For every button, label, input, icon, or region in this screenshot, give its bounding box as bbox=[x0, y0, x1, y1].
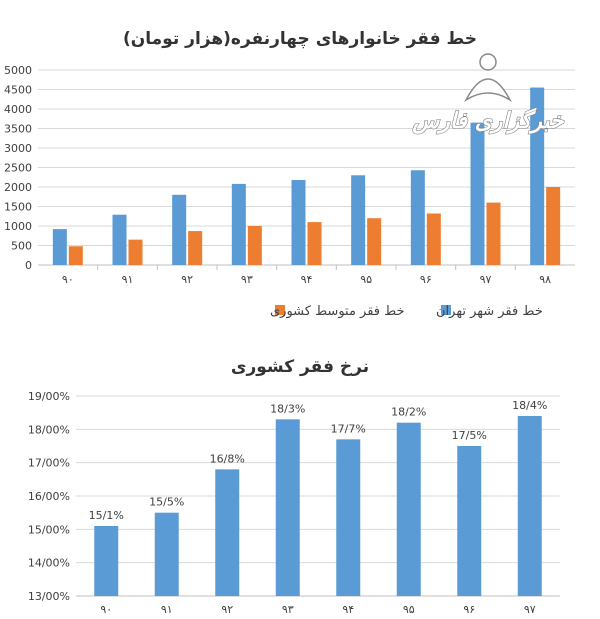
chart-1-bar-series-1 bbox=[291, 179, 306, 265]
chart-2-plot: 13/00% 14/00% 15/00% 16/00% 17/00% 18/00% 19/0… bbox=[28, 390, 560, 616]
chart-1-ytick-label: 3000 bbox=[4, 142, 32, 155]
chart-1-xtick-label: ۹۵ bbox=[360, 273, 372, 286]
chart-2-xtick-label: ۹۶ bbox=[463, 603, 475, 616]
chart-1-bar-series-2 bbox=[486, 202, 501, 265]
chart-2-data-label: 17/7% bbox=[331, 422, 366, 435]
chart-1-xtick-label: ۹۲ bbox=[181, 273, 193, 286]
chart-1-title: خط فقر خانوارهای چهارنفره(هزار تومان) bbox=[123, 29, 477, 49]
chart-2-data-label: 18/3% bbox=[270, 402, 305, 415]
chart-2-bar bbox=[215, 469, 240, 596]
chart-1-xtick-label: ۹۰ bbox=[62, 273, 74, 286]
chart-1-ytick-label: 1000 bbox=[4, 220, 32, 233]
chart-2-title: نرخ فقر کشوری bbox=[231, 357, 369, 377]
chart-1-xtick-label: ۹۳ bbox=[241, 273, 253, 286]
chart-1-bar-series-2 bbox=[188, 231, 203, 265]
chart-1-bar-series-2 bbox=[307, 222, 322, 265]
chart-2-ytick-label: 19/00% bbox=[28, 390, 70, 403]
chart-2-xtick-label: ۹۱ bbox=[161, 603, 173, 616]
chart-2-xtick-label: ۹۷ bbox=[524, 603, 536, 616]
chart-1-xtick-label: ۹۶ bbox=[420, 273, 432, 286]
chart-2-bar bbox=[396, 422, 421, 596]
chart-2-data-label: 18/2% bbox=[391, 406, 426, 419]
chart-1-bar-series-1 bbox=[530, 87, 545, 265]
chart-1-ytick-label: 2500 bbox=[4, 162, 32, 175]
chart-1-bar-series-1 bbox=[351, 175, 366, 265]
chart-1-ytick-label: 5000 bbox=[4, 64, 32, 77]
chart-1-ytick-label: 500 bbox=[11, 240, 32, 253]
chart-1-bar-series-1 bbox=[231, 183, 246, 265]
chart-2-bar bbox=[154, 512, 179, 596]
chart-1-plot: 0 500 1000 1500 2000 2500 3000 3500 4000 4500 5000… bbox=[4, 64, 575, 286]
chart-2-bar bbox=[94, 526, 119, 596]
chart-2-xtick-label: ۹۳ bbox=[282, 603, 294, 616]
chart-1-legend-swatch-1 bbox=[441, 305, 451, 315]
chart-1-legend-label-2: خط فقر متوسط کشوری bbox=[270, 304, 405, 319]
chart-1-xtick-label: ۹۷ bbox=[480, 273, 492, 286]
chart-1-legend-label-1: خط فقر شهر تهران bbox=[436, 304, 543, 319]
chart-1-ytick-label: 2000 bbox=[4, 181, 32, 194]
chart-2-bar bbox=[275, 419, 300, 596]
chart-1-xtick-label: ۹۱ bbox=[122, 273, 134, 286]
chart-1-ytick-label: 3500 bbox=[4, 123, 32, 136]
chart-1-ytick-label: 0 bbox=[25, 259, 32, 272]
chart-1-bar-series-1 bbox=[112, 214, 127, 265]
chart-2-ytick-label: 17/00% bbox=[28, 457, 70, 470]
chart-1-bar-series-2 bbox=[68, 246, 83, 265]
chart-2-ytick-label: 15/00% bbox=[28, 523, 70, 536]
chart-1-legend-swatch-2 bbox=[275, 305, 285, 315]
chart-1-bar-series-2 bbox=[367, 218, 382, 265]
chart-2-xtick-label: ۹۵ bbox=[403, 603, 415, 616]
chart-1-ytick-label: 4000 bbox=[4, 103, 32, 116]
chart-1-xtick-label: ۹۴ bbox=[301, 273, 313, 286]
chart-2-ytick-label: 18/00% bbox=[28, 423, 70, 436]
chart-1-bar-series-1 bbox=[172, 194, 187, 265]
chart-1-bar-series-2 bbox=[128, 239, 143, 265]
chart-2-data-label: 15/5% bbox=[149, 496, 184, 509]
chart-2-data-label: 18/4% bbox=[512, 399, 547, 412]
chart-2-xtick-label: ۹۲ bbox=[221, 603, 233, 616]
chart-2-data-label: 16/8% bbox=[210, 452, 245, 465]
watermark-logo-text: خبرگزاری فارس bbox=[411, 107, 565, 134]
chart-1-bar-series-1 bbox=[410, 170, 425, 265]
chart-1-legend: خط فقر شهر تهران خط فقر متوسط کشوری bbox=[270, 304, 543, 319]
chart-2-xtick-label: ۹۴ bbox=[342, 603, 354, 616]
chart-1-bar-series-2 bbox=[546, 187, 561, 265]
chart-1-ytick-label: 4500 bbox=[4, 84, 32, 97]
chart-2-xtick-label: ۹۰ bbox=[100, 603, 112, 616]
chart-2-bar bbox=[336, 439, 361, 596]
watermark-logo-icon bbox=[464, 53, 512, 103]
chart-2-ytick-label: 14/00% bbox=[28, 557, 70, 570]
chart-1-xtick-label: ۹۸ bbox=[539, 273, 551, 286]
chart-2-bar bbox=[517, 416, 542, 596]
chart-1-bar-series-1 bbox=[470, 122, 485, 266]
chart-1-ytick-label: 1500 bbox=[4, 201, 32, 214]
chart-2-ytick-label: 13/00% bbox=[28, 590, 70, 603]
chart-1-bar-series-1 bbox=[52, 229, 67, 265]
chart-1-bar-series-2 bbox=[426, 213, 441, 265]
chart-1-bar-series-2 bbox=[247, 226, 262, 265]
chart-2-bar bbox=[457, 446, 482, 596]
chart-2-ytick-label: 16/00% bbox=[28, 490, 70, 503]
chart-2-data-label: 15/1% bbox=[89, 509, 124, 522]
chart-2-data-label: 17/5% bbox=[452, 429, 487, 442]
